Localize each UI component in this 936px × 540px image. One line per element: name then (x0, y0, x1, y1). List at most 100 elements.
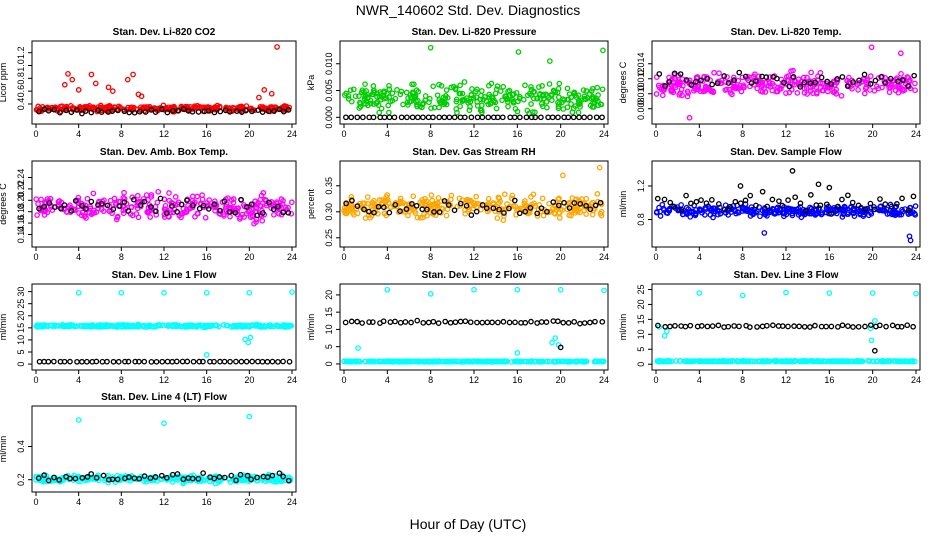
point (500, 217, 507, 224)
point (226, 208, 233, 215)
point (797, 83, 804, 90)
point (441, 114, 448, 121)
point (274, 478, 281, 485)
point (163, 474, 170, 481)
point (441, 99, 448, 106)
point (660, 205, 667, 212)
point (743, 207, 749, 214)
point (683, 77, 690, 83)
point (876, 322, 883, 329)
point (141, 473, 148, 480)
point (170, 107, 176, 114)
y-tick-label: 0.8 (16, 72, 26, 85)
point (344, 358, 351, 365)
point (494, 215, 501, 221)
y-axis-label: ml/min (618, 314, 628, 341)
point (190, 202, 196, 209)
point (698, 77, 704, 84)
point (364, 91, 371, 98)
point (463, 202, 470, 209)
point (275, 203, 281, 210)
point (87, 203, 93, 210)
point (45, 358, 52, 365)
point (899, 195, 905, 202)
point (61, 358, 68, 365)
point (599, 114, 605, 121)
point (571, 318, 578, 325)
point (754, 85, 761, 92)
point (150, 324, 157, 330)
point (420, 114, 426, 121)
point (539, 83, 545, 89)
point (601, 287, 607, 294)
point (812, 322, 818, 329)
point (36, 108, 42, 115)
point (386, 86, 393, 93)
point (348, 98, 355, 105)
point (671, 80, 677, 86)
point (872, 77, 879, 84)
point (505, 103, 511, 110)
point (835, 323, 841, 330)
point (826, 206, 832, 213)
point (506, 319, 513, 326)
point (697, 206, 703, 213)
point (74, 358, 80, 365)
point (682, 323, 689, 330)
point (845, 209, 852, 216)
point (203, 352, 210, 358)
point (382, 358, 389, 365)
x-tick-label: 12 (469, 252, 479, 262)
x-tick-label: 0 (653, 375, 658, 385)
point (814, 89, 820, 96)
point (835, 203, 841, 210)
point (163, 210, 170, 217)
point (239, 324, 246, 330)
x-tick-label: 4 (76, 252, 81, 262)
point (376, 197, 383, 203)
point (243, 358, 250, 365)
point (715, 322, 722, 329)
point (262, 196, 268, 203)
point (353, 358, 360, 365)
y-tick-label: 0.18 (16, 203, 26, 221)
point (212, 322, 219, 329)
y-tick-label: 0.005 (324, 79, 334, 102)
point (912, 87, 918, 94)
point (394, 358, 401, 365)
x-tick-label: 8 (119, 252, 124, 262)
point (595, 92, 601, 98)
point (802, 207, 809, 214)
y-tick-label: 15 (324, 307, 334, 317)
x-tick-label: 20 (556, 252, 566, 262)
point (507, 114, 514, 121)
point (510, 203, 517, 209)
point (671, 203, 677, 210)
point (538, 319, 545, 325)
point (556, 215, 563, 221)
point (366, 212, 372, 218)
point (575, 109, 582, 116)
x-tick-label: 20 (244, 497, 254, 507)
point (571, 89, 578, 96)
point (51, 323, 57, 330)
point (566, 358, 573, 365)
x-tick-label: 20 (868, 252, 878, 262)
y-tick-label: 0.25 (324, 229, 334, 247)
point (408, 98, 414, 105)
point (75, 203, 82, 210)
point (737, 183, 744, 189)
point (109, 88, 116, 95)
point (86, 209, 92, 216)
point (708, 206, 715, 213)
point (51, 474, 57, 481)
x-tick-label: 8 (428, 252, 433, 262)
point (181, 322, 188, 329)
point (839, 74, 846, 80)
series-1 (653, 201, 919, 244)
point (417, 199, 423, 206)
y-tick-label: 0.000 (324, 106, 334, 129)
point (783, 289, 789, 296)
point (364, 194, 371, 200)
points-layer (33, 44, 293, 117)
